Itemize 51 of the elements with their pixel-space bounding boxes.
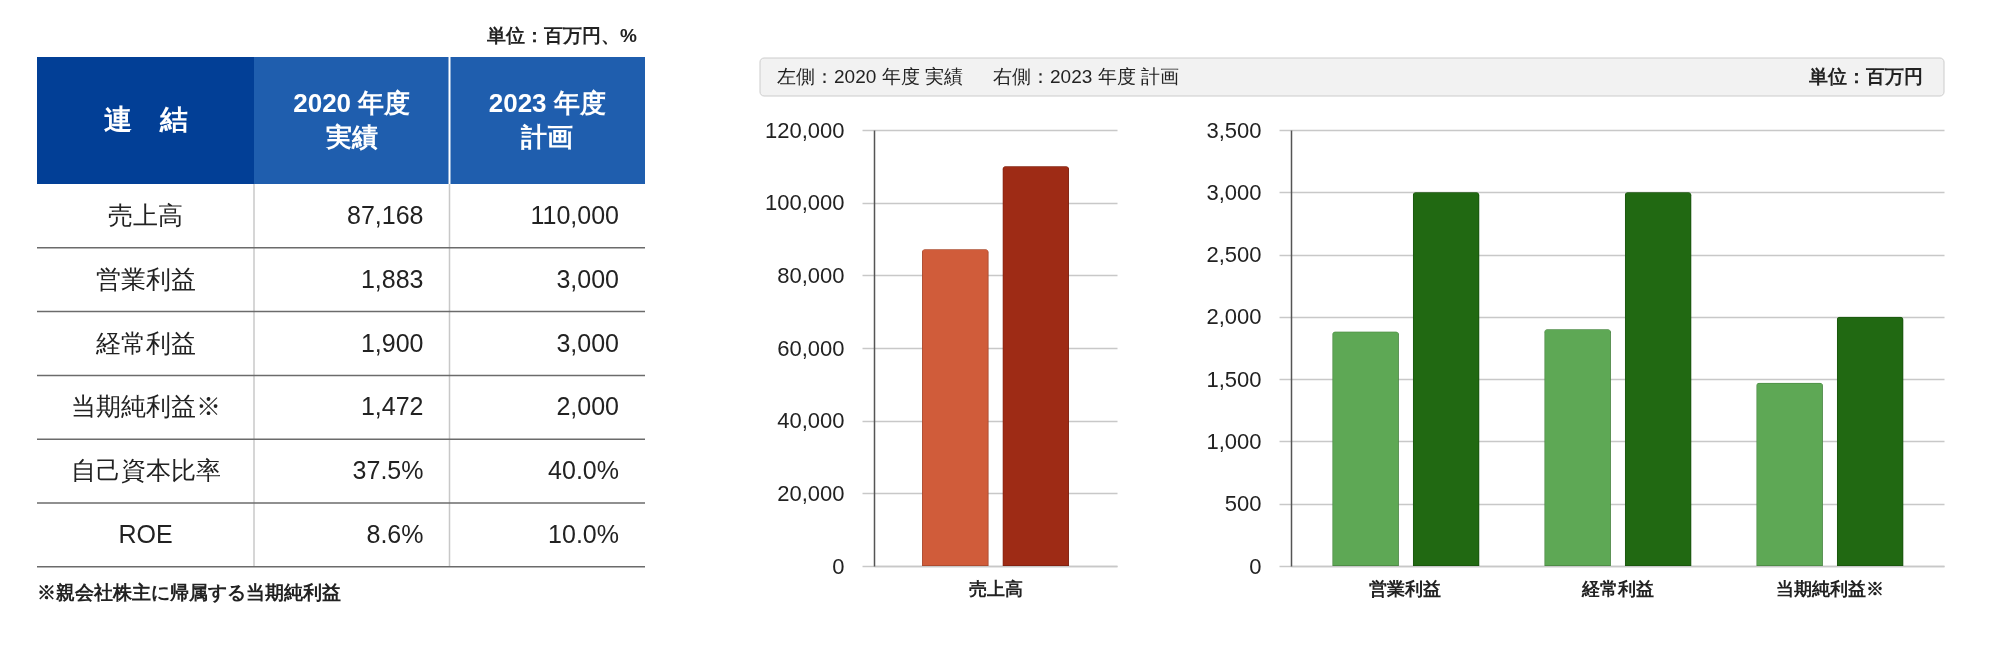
category-label: 2020 年度実績 xyxy=(293,87,411,152)
x-tick-label: 当期純利益※ xyxy=(1775,578,1884,599)
text: 1,472 xyxy=(360,392,424,421)
x-tick-label: 売上高 xyxy=(968,578,1023,599)
y-tick-label: 0 xyxy=(832,553,845,579)
category-label: ROE xyxy=(118,519,173,548)
x-tick-label: 経常利益 xyxy=(1580,578,1654,599)
category-label: 自己資本比率 xyxy=(70,456,221,485)
text: 2,000 xyxy=(556,392,619,421)
text: 単位：百万円 xyxy=(1808,66,1923,87)
y-tick-label: 2,500 xyxy=(1206,242,1262,268)
category-label: 売上高 xyxy=(108,200,183,229)
y-tick-label: 80,000 xyxy=(777,262,845,288)
text: 87,168 xyxy=(347,200,424,229)
y-tick-label: 120,000 xyxy=(764,117,845,143)
bar xyxy=(1332,331,1399,566)
category-label: 経常利益 xyxy=(95,328,196,357)
y-tick-label: 20,000 xyxy=(777,480,845,506)
y-tick-label: 3,500 xyxy=(1206,117,1262,143)
category-label: 当期純利益※ xyxy=(70,392,221,421)
text: 左側：2020 年度 実績 xyxy=(777,66,963,87)
text: 3,000 xyxy=(556,328,619,357)
y-tick-label: 1,500 xyxy=(1206,366,1262,392)
text: 40.0% xyxy=(548,456,619,485)
text: 37.5% xyxy=(352,456,424,485)
y-tick-label: 2,000 xyxy=(1206,304,1262,330)
bar xyxy=(1756,382,1823,566)
text: ※親会社株主に帰属する当期純利益 xyxy=(37,582,341,603)
bar xyxy=(1544,329,1611,566)
y-tick-label: 0 xyxy=(1249,553,1262,579)
y-tick-label: 1,000 xyxy=(1206,428,1262,454)
y-tick-label: 100,000 xyxy=(764,190,845,216)
y-tick-label: 40,000 xyxy=(777,408,845,434)
bar xyxy=(1412,192,1480,566)
y-tick-label: 60,000 xyxy=(777,335,845,361)
bar xyxy=(1836,316,1904,566)
y-tick-label: 500 xyxy=(1224,491,1262,517)
text: 3,000 xyxy=(556,264,619,293)
category-label: 営業利益 xyxy=(95,264,196,293)
text: 10.0% xyxy=(548,519,619,548)
text: 1,883 xyxy=(360,264,424,293)
text: 8.6% xyxy=(366,519,424,548)
bar xyxy=(1624,192,1692,566)
x-tick-label: 営業利益 xyxy=(1369,578,1442,599)
text: 1,900 xyxy=(360,328,424,357)
y-tick-label: 3,000 xyxy=(1206,179,1262,205)
category-label: 2023 年度計画 xyxy=(488,87,606,152)
text: 連 結 xyxy=(103,103,188,135)
text: 110,000 xyxy=(530,200,619,229)
text: 単位：百万円、% xyxy=(486,25,638,46)
text: 右側：2023 年度 計画 xyxy=(993,66,1179,87)
